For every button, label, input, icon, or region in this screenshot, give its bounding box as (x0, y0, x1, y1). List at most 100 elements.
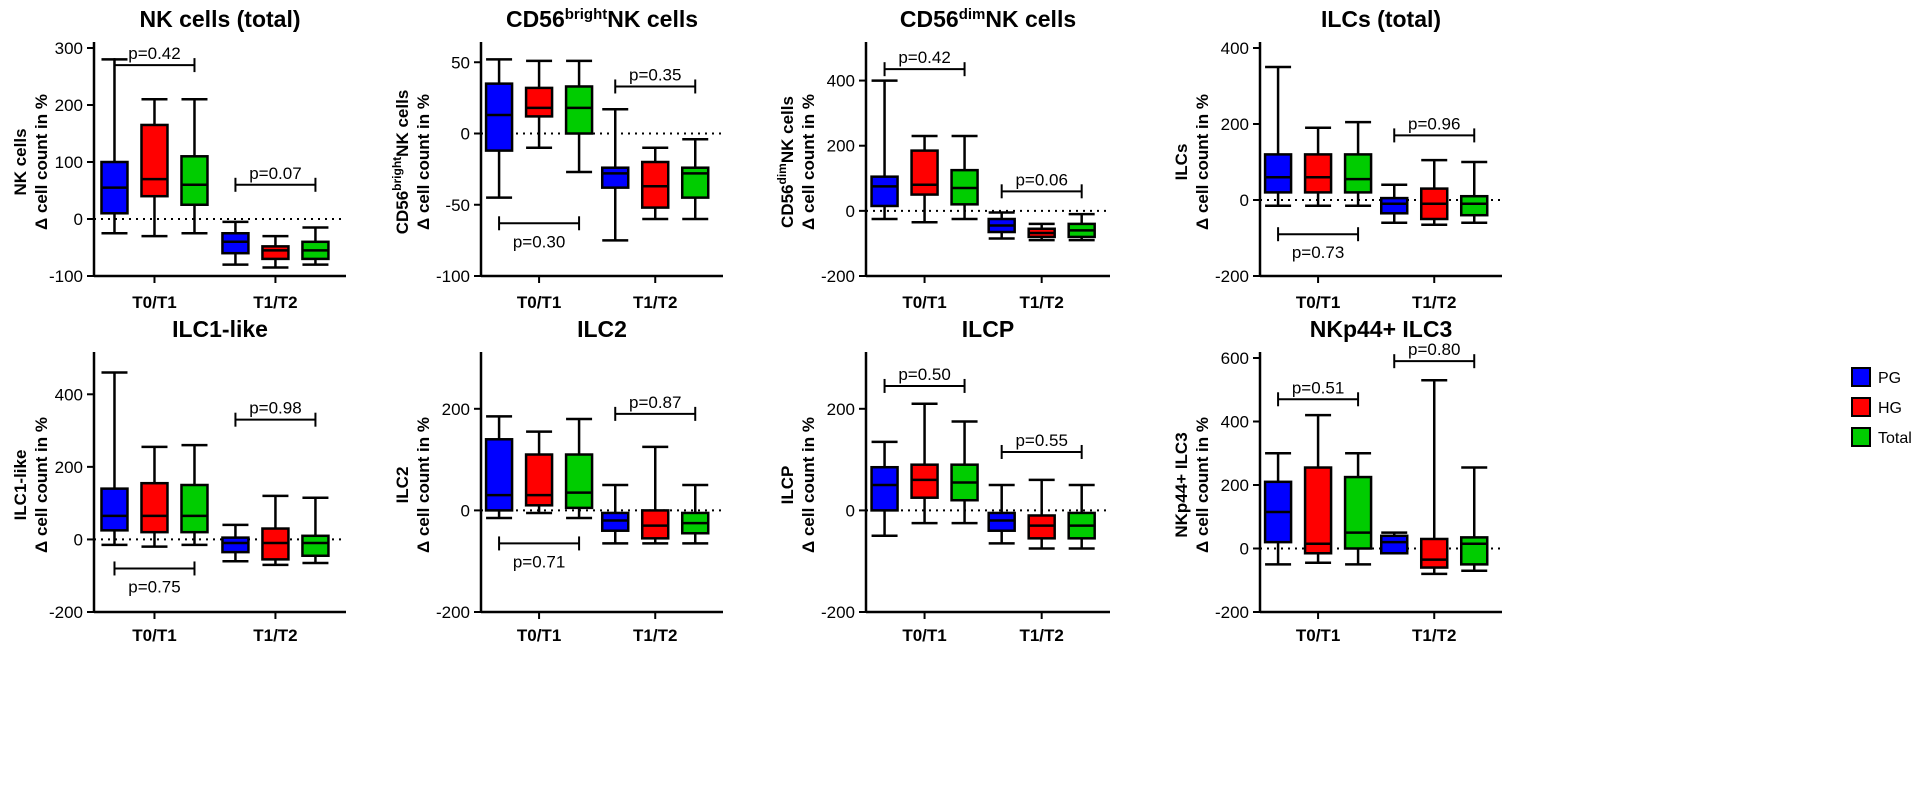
legend-item-total: Total (1851, 427, 1912, 447)
legend-label: PG (1878, 370, 1901, 387)
legend-item-hg: HG (1851, 397, 1902, 417)
panel-title: NK cells (total) (139, 6, 300, 32)
y-axis-label-line1: NK cells (11, 128, 30, 195)
x-tick-label: T1/T2 (633, 293, 677, 312)
box-iqr (600, 166, 630, 189)
p-value-label: p=0.96 (1408, 114, 1460, 133)
box-hg (910, 402, 939, 525)
box-pg (100, 58, 129, 235)
y-axis-label-line1: ILCs (1172, 144, 1191, 181)
box-total (1067, 483, 1096, 550)
y-tick-label: 400 (1221, 413, 1249, 432)
box-iqr (640, 160, 670, 209)
box-pg (600, 483, 630, 545)
box-iqr (180, 155, 209, 207)
legend-item-pg: PG (1851, 367, 1901, 387)
box-total (1459, 466, 1489, 572)
x-tick-label: T0/T1 (902, 626, 946, 645)
box-total (1343, 452, 1373, 566)
panel-nk-total: NK cells (total) NK cells Δ cell count in … (11, 6, 346, 312)
y-tick-label: 0 (846, 202, 855, 221)
x-tick-label: T0/T1 (517, 626, 561, 645)
title-text: ILC2 (577, 316, 627, 342)
y-tick-label: 0 (846, 501, 855, 520)
p-value-label: p=0.07 (249, 164, 301, 183)
box-iqr (1419, 537, 1449, 569)
y-tick-label: -200 (1215, 603, 1249, 622)
x-tick-label: T1/T2 (1412, 626, 1456, 645)
box-iqr (1303, 153, 1333, 194)
x-tick-label: T0/T1 (1296, 626, 1340, 645)
y-axis-label-line2: Δ cell count in % (1193, 94, 1212, 230)
y-tick-label: 100 (55, 153, 83, 172)
p-value-label: p=0.71 (513, 552, 565, 571)
x-tick-label: T1/T2 (253, 293, 297, 312)
ylabel-text: ILCs (1172, 144, 1191, 181)
box-iqr (140, 481, 169, 534)
box-pg (484, 415, 514, 520)
box-iqr (100, 487, 129, 532)
p-value-label: p=0.87 (629, 393, 681, 412)
box-iqr (301, 534, 330, 558)
y-axis-label-line2: Δ cell count in % (32, 417, 51, 553)
box-pg (221, 523, 250, 563)
box-total (1067, 212, 1096, 242)
panel-title: NKp44+ ILC3 (1310, 316, 1453, 342)
box-iqr (870, 175, 899, 208)
box-total (180, 98, 209, 235)
ylabel-text: CD56 (393, 191, 412, 234)
y-tick-label: -200 (49, 603, 83, 622)
y-axis-label: ILCP Δ cell count in % (778, 417, 818, 553)
title-text: NK cells (985, 6, 1076, 32)
box-total (950, 420, 979, 525)
title-superscript: dim (959, 6, 986, 23)
box-hg (640, 445, 670, 545)
y-axis-label-line1: ILCP (778, 466, 797, 505)
y-tick-label: 200 (827, 137, 855, 156)
y-tick-label: -100 (49, 267, 83, 286)
box-total (301, 496, 330, 565)
y-tick-label: 200 (1221, 115, 1249, 134)
box-hg (140, 98, 169, 238)
box-iqr (1303, 466, 1333, 555)
y-tick-label: -50 (445, 196, 470, 215)
panel-title: CD56brightNK cells (506, 6, 698, 33)
box-pg (987, 211, 1016, 240)
p-value-label: p=0.98 (249, 399, 301, 418)
box-hg (640, 146, 670, 221)
box-total (950, 134, 979, 221)
box-hg (1419, 158, 1449, 226)
y-tick-label: 400 (827, 72, 855, 91)
box-iqr (1459, 194, 1489, 217)
box-total (180, 443, 209, 547)
y-tick-label: 0 (74, 210, 83, 229)
box-iqr (1459, 536, 1489, 566)
y-axis-label-line1: ILC2 (393, 467, 412, 504)
y-tick-label: -200 (1215, 267, 1249, 286)
box-pg (600, 108, 630, 242)
box-iqr (261, 245, 290, 261)
ylabel-text: NK cells (393, 90, 412, 157)
y-axis-label: NKp44+ ILC3 Δ cell count in % (1172, 417, 1212, 553)
p-value-bracket: p=0.51 (1277, 378, 1360, 407)
x-tick-label: T0/T1 (132, 293, 176, 312)
p-value-label: p=0.80 (1408, 340, 1460, 359)
y-tick-label: 400 (55, 385, 83, 404)
y-axis-label-line2: Δ cell count in % (1193, 417, 1212, 553)
p-value-label: p=0.30 (513, 232, 565, 251)
panel-ilcs-total: ILCs (total) ILCs Δ cell count in % -200 0 20… (1172, 6, 1502, 312)
x-tick-label: T1/T2 (1412, 293, 1456, 312)
box-iqr (524, 86, 554, 118)
p-value-bracket: p=0.73 (1277, 227, 1360, 262)
box-iqr (1343, 475, 1373, 550)
box-iqr (870, 465, 899, 512)
box-iqr (910, 149, 939, 196)
box-iqr (484, 438, 514, 512)
box-hg (140, 445, 169, 548)
ylabel-text: NK cells (778, 96, 797, 163)
y-tick-label: 400 (1221, 39, 1249, 58)
y-axis-label-line2: Δ cell count in % (799, 94, 818, 230)
